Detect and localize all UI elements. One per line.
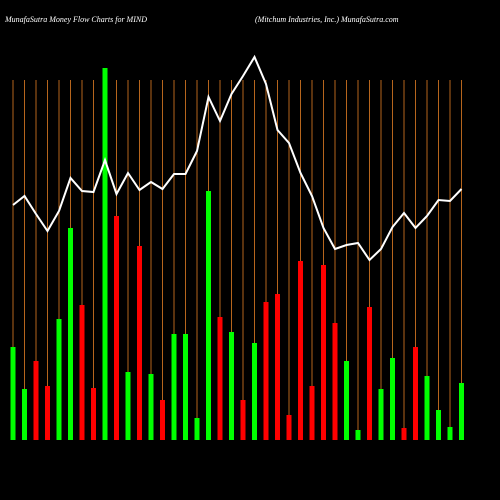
bar	[332, 323, 338, 440]
bar	[298, 261, 303, 440]
bar	[183, 334, 188, 440]
bar	[114, 216, 119, 440]
bar	[68, 228, 73, 440]
bar	[401, 428, 407, 440]
bar	[206, 191, 211, 440]
bar	[390, 358, 395, 440]
bar	[367, 307, 372, 440]
bar	[459, 383, 464, 440]
bar	[10, 347, 16, 440]
bar	[436, 410, 441, 440]
chart-title: MunafaSutra Money Flow Charts for MIND	[4, 15, 147, 24]
bar	[171, 334, 177, 440]
bar	[263, 302, 269, 440]
bar	[344, 361, 349, 440]
bar	[79, 305, 85, 440]
bar	[378, 389, 384, 440]
bar	[45, 386, 50, 440]
bar	[137, 246, 142, 440]
bar	[309, 386, 315, 440]
bar	[252, 343, 257, 440]
bar	[447, 427, 453, 440]
bar	[229, 332, 234, 440]
bar	[424, 376, 430, 440]
bar	[240, 400, 246, 440]
bar	[355, 430, 361, 440]
bar	[33, 361, 39, 440]
bar	[148, 374, 154, 440]
money-flow-line	[12, 54, 463, 262]
bar	[56, 319, 62, 440]
bar	[194, 418, 200, 440]
chart-subtitle: (Mitchum Industries, Inc.) MunafaSutra.c…	[255, 15, 399, 24]
bar	[321, 265, 326, 440]
bar	[413, 347, 418, 440]
bar	[22, 389, 27, 440]
bar	[275, 294, 280, 440]
bar	[91, 388, 96, 440]
bar	[160, 400, 165, 440]
bar	[125, 372, 131, 440]
bar	[102, 68, 108, 440]
bar	[217, 317, 223, 440]
bar	[286, 415, 292, 440]
